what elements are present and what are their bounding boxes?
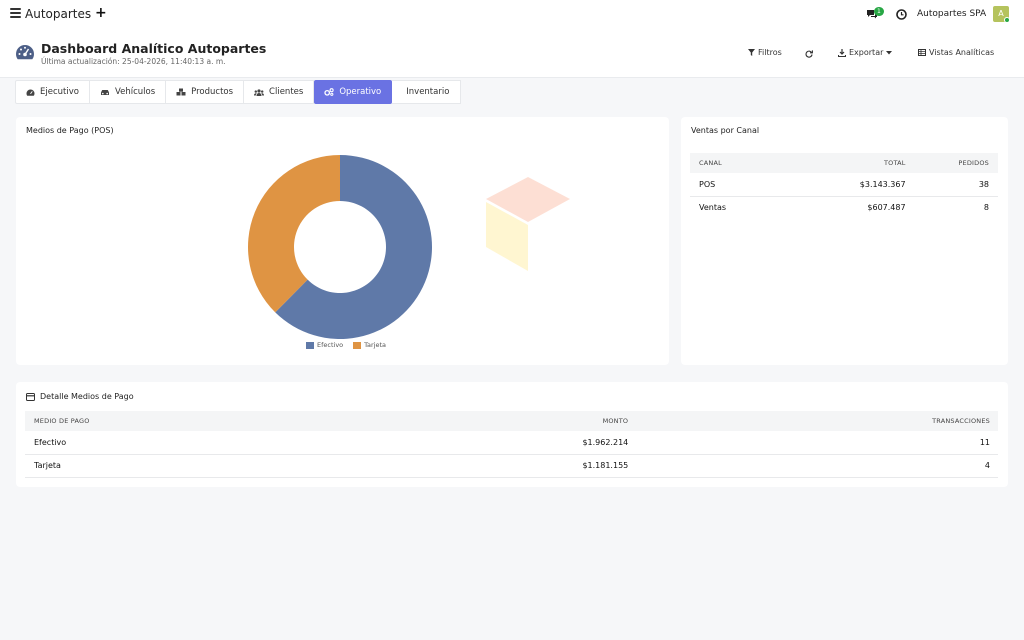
- table-row: Ventas $607.487 8: [690, 196, 998, 219]
- legend-swatch: [353, 341, 362, 349]
- hamburger-menu-icon[interactable]: [10, 8, 21, 18]
- card-title: Ventas por Canal: [691, 126, 760, 135]
- add-icon[interactable]: +: [95, 5, 107, 21]
- decorative-cube: [486, 177, 570, 271]
- table-icon: [918, 49, 926, 56]
- company-name[interactable]: Autopartes SPA: [917, 9, 987, 19]
- column-header-canal: CANAL: [690, 153, 814, 173]
- column-header-total: TOTAL: [813, 153, 906, 173]
- filter-icon: [748, 49, 755, 56]
- analytics-views-label: Vistas Analíticas: [929, 48, 995, 57]
- tab-label: Productos: [191, 87, 234, 97]
- export-label: Exportar: [849, 48, 884, 57]
- donut-slice-tarjeta[interactable]: [248, 155, 340, 313]
- cell-medio: Efectivo: [25, 431, 220, 455]
- notification-badge: 1: [874, 7, 884, 16]
- tab-label: Operativo: [339, 87, 382, 97]
- app-title[interactable]: Autopartes: [25, 7, 92, 21]
- card-title: Detalle Medios de Pago: [40, 392, 134, 401]
- tab-productos[interactable]: Productos: [166, 80, 245, 104]
- legend-label: Efectivo: [317, 341, 344, 349]
- table-header-row: CANAL TOTAL PEDIDOS: [690, 153, 998, 173]
- dashboard-tabs: Ejecutivo Vehículos Productos Clientes O…: [15, 80, 462, 104]
- filters-label: Filtros: [758, 48, 782, 57]
- cell-transacciones: 11: [628, 431, 998, 455]
- table-row: Tarjeta $1.181.155 4: [25, 454, 998, 478]
- dashboard-gauge-icon: [16, 45, 35, 60]
- channel-sales-card: Ventas por Canal CANAL TOTAL PEDIDOS POS…: [681, 117, 1008, 365]
- caret-down-icon: [886, 50, 893, 54]
- top-navbar: Autopartes + 1 Autopartes SPA A: [0, 0, 1024, 30]
- export-dropdown-button[interactable]: Exportar: [838, 48, 893, 57]
- cell-canal: POS: [690, 173, 814, 197]
- payment-detail-card: Detalle Medios de Pago MEDIO DE PAGO MON…: [16, 382, 1008, 487]
- channel-sales-table: CANAL TOTAL PEDIDOS POS $3.143.367 38 Ve…: [690, 153, 998, 219]
- table-header-row: MEDIO DE PAGO MONTO TRANSACCIONES: [25, 411, 998, 431]
- legend-item-tarjeta[interactable]: Tarjeta: [353, 341, 386, 349]
- clock-icon[interactable]: [896, 9, 907, 20]
- download-icon: [838, 48, 846, 57]
- tab-operativo[interactable]: Operativo: [314, 80, 393, 104]
- refresh-icon[interactable]: [805, 50, 813, 58]
- column-header-monto: MONTO: [219, 411, 629, 431]
- column-header-medio: MEDIO DE PAGO: [25, 411, 220, 431]
- legend-label: Tarjeta: [364, 341, 387, 349]
- legend-item-efectivo[interactable]: Efectivo: [306, 341, 343, 349]
- cell-pedidos: 38: [905, 173, 998, 197]
- cell-canal: Ventas: [699, 203, 727, 213]
- chart-legend: Efectivo Tarjeta: [306, 341, 386, 349]
- tab-clientes[interactable]: Clientes: [244, 80, 315, 104]
- table-row: POS $3.143.367 38: [690, 173, 998, 197]
- payment-detail-table: MEDIO DE PAGO MONTO TRANSACCIONES Efecti…: [25, 411, 998, 478]
- users-icon: [254, 88, 265, 96]
- donut-chart: [248, 155, 433, 339]
- credit-card-icon: [26, 393, 35, 401]
- cogs-icon: [324, 88, 334, 96]
- cell-transacciones: 4: [628, 454, 998, 478]
- tab-label: Clientes: [269, 87, 304, 97]
- tab-label: Vehículos: [114, 87, 156, 97]
- column-header-transacciones: TRANSACCIONES: [628, 411, 998, 431]
- filters-button[interactable]: Filtros: [748, 48, 782, 57]
- tab-label: Inventario: [406, 87, 450, 97]
- cell-monto: $1.962.214: [219, 431, 629, 455]
- tab-label: Ejecutivo: [40, 87, 79, 97]
- cell-pedidos: 8: [983, 203, 989, 213]
- car-icon: [100, 89, 109, 95]
- tab-ejecutivo[interactable]: Ejecutivo: [15, 80, 90, 104]
- page-title: Dashboard Analítico Autopartes: [41, 41, 267, 56]
- card-title: Medios de Pago (POS): [26, 126, 114, 135]
- table-row: Efectivo $1.962.214 11: [25, 431, 998, 455]
- column-header-pedidos: PEDIDOS: [905, 153, 998, 173]
- payment-methods-chart-card: Medios de Pago (POS) Efectivo Tarjeta: [16, 117, 669, 365]
- tab-vehiculos[interactable]: Vehículos: [89, 80, 167, 104]
- analytics-views-button[interactable]: Vistas Analíticas: [918, 48, 994, 57]
- cell-total: $607.487: [867, 203, 906, 213]
- page-header: Dashboard Analítico Autopartes Última ac…: [0, 30, 1024, 78]
- cell-total: $3.143.367: [813, 173, 906, 197]
- cell-monto: $1.181.155: [219, 454, 629, 478]
- tab-inventario[interactable]: Inventario: [392, 80, 462, 104]
- cell-medio: Tarjeta: [25, 454, 220, 478]
- last-update-text: Última actualización: 25-04-2026, 11:40:…: [41, 57, 226, 66]
- boxes-icon: [176, 88, 186, 96]
- legend-swatch: [306, 341, 314, 349]
- gauge-icon: [26, 89, 35, 96]
- online-status-dot: [1004, 17, 1010, 23]
- donut-slice-efectivo[interactable]: [275, 155, 433, 339]
